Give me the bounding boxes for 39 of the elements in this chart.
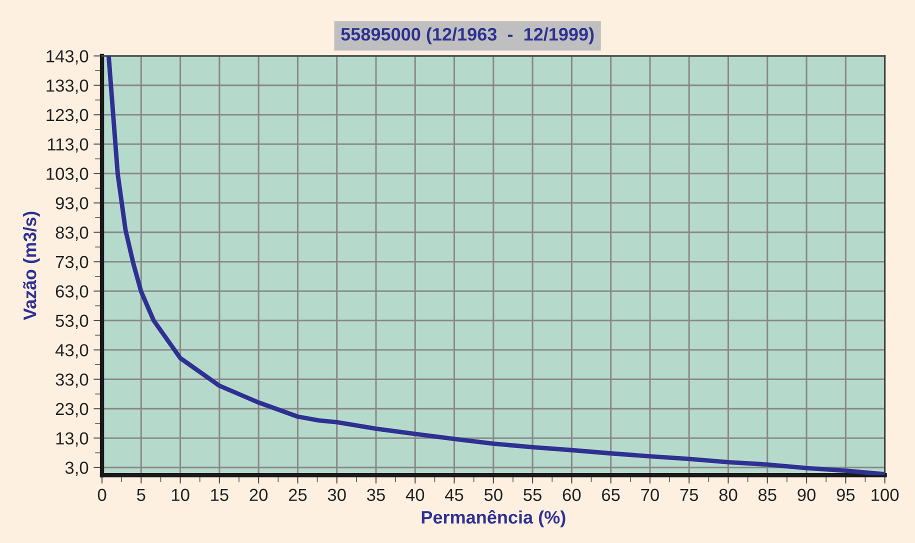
x-tick-label: 70 xyxy=(641,488,659,502)
y-tick-label: 73,0 xyxy=(56,256,88,270)
y-tick-label: 83,0 xyxy=(56,226,88,241)
y-tick-label: 123,0 xyxy=(46,108,88,124)
y-tick-label: 13,0 xyxy=(56,432,88,447)
x-tick-label: 20 xyxy=(250,488,268,502)
x-tick-label: 25 xyxy=(288,488,307,502)
y-tick-label: 63,0 xyxy=(56,285,88,300)
x-tick-label: 95 xyxy=(836,488,855,502)
y-tick-label: 23,0 xyxy=(56,402,88,418)
y-tick-label: 33,0 xyxy=(56,373,88,388)
y-tick-label: 53,0 xyxy=(56,314,88,330)
x-tick-label: 85 xyxy=(758,488,776,502)
chart-title: 55895000 (12/1963 - 12/1999) xyxy=(341,27,594,44)
x-tick-label: 45 xyxy=(445,488,464,502)
x-tick-label: 55 xyxy=(524,488,542,502)
y-axis-title: Vazão (m3/s) xyxy=(23,212,40,320)
x-tick-label: 90 xyxy=(798,488,816,502)
x-tick-label: 35 xyxy=(367,488,385,502)
x-tick-label: 15 xyxy=(211,488,228,502)
x-tick-label: 60 xyxy=(562,488,581,502)
y-tick-label: 93,0 xyxy=(56,197,88,212)
x-tick-label: 10 xyxy=(172,488,190,502)
x-tick-label: 30 xyxy=(328,488,346,502)
y-tick-label: 103,0 xyxy=(46,168,88,182)
y-tick-label: 133,0 xyxy=(46,79,88,94)
x-tick-label: 5 xyxy=(137,488,146,502)
x-tick-label: 40 xyxy=(406,488,424,502)
x-tick-label: 100 xyxy=(872,488,899,502)
x-tick-label: 80 xyxy=(719,488,738,502)
y-tick-label: 143,0 xyxy=(46,50,88,64)
y-tick-label: 113,0 xyxy=(48,138,88,153)
x-tick-label: 50 xyxy=(484,488,502,502)
x-axis-title: Permanência (%) xyxy=(422,510,566,528)
y-tick-label: 43,0 xyxy=(55,344,88,358)
x-tick-label: 75 xyxy=(680,488,698,502)
x-tick-label: 65 xyxy=(602,488,620,502)
x-tick-label: 0 xyxy=(98,488,106,502)
y-tick-label: 3,0 xyxy=(65,462,88,476)
